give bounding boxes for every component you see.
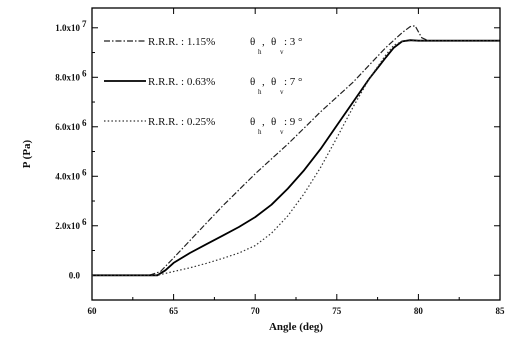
legend-theta-v: θ xyxy=(271,36,276,48)
legend-theta-sub-h: h xyxy=(258,88,262,96)
y-tick-exponent: 6 xyxy=(82,167,87,177)
y-tick-exponent: 7 xyxy=(82,19,87,29)
legend-label-1: R.R.R. : 1.15% xyxy=(148,36,215,48)
x-tick-label: 80 xyxy=(414,306,424,316)
series-line-2 xyxy=(92,39,500,277)
legend-theta-sub-v: v xyxy=(280,128,284,136)
x-axis-title: Angle (deg) xyxy=(269,321,323,333)
legend-theta-value-2: : 7 ° xyxy=(284,76,302,88)
y-tick-label: 1.0x10 xyxy=(55,23,80,33)
y-tick-label: 2.0x10 xyxy=(55,221,80,231)
x-tick-label: 75 xyxy=(332,306,342,316)
legend-theta-value-3: : 9 ° xyxy=(284,116,302,128)
legend-theta-sep: , xyxy=(262,36,265,48)
legend-theta-sep: , xyxy=(262,76,265,88)
x-tick-label: 65 xyxy=(169,306,179,316)
series-line-3 xyxy=(92,40,500,276)
legend-theta-h: θ xyxy=(250,36,255,48)
legend-theta-v: θ xyxy=(271,116,276,128)
y-tick-label: 4.0x10 xyxy=(55,171,80,181)
x-tick-label: 70 xyxy=(251,306,261,316)
series-line-1 xyxy=(92,25,500,276)
legend-theta-sub-h: h xyxy=(258,48,262,56)
legend-theta-h: θ xyxy=(250,116,255,128)
y-tick-label: 8.0x10 xyxy=(55,72,80,82)
legend-label-2: R.R.R. : 0.63% xyxy=(148,76,215,88)
legend-theta-v: θ xyxy=(271,76,276,88)
x-tick-label: 60 xyxy=(88,306,98,316)
y-tick-label: 0.0 xyxy=(69,270,81,280)
y-tick-label: 6.0x10 xyxy=(55,122,80,132)
legend-theta-value-1: : 3 ° xyxy=(284,36,302,48)
y-tick-exponent: 6 xyxy=(82,68,87,78)
legend-theta-sep: , xyxy=(262,116,265,128)
legend-theta-sub-v: v xyxy=(280,48,284,56)
plot-layer: 60 65 70 75 80 850.02.0x10 64.0x10 66.0x10 68.0x… xyxy=(21,7,506,333)
plot-frame xyxy=(91,7,501,301)
legend-theta-sub-h: h xyxy=(258,128,262,136)
x-tick-label: 85 xyxy=(496,306,506,316)
y-tick-exponent: 6 xyxy=(82,118,87,128)
y-axis-title: P (Pa) xyxy=(21,139,33,168)
legend-label-3: R.R.R. : 0.25% xyxy=(148,116,215,128)
legend-theta-h: θ xyxy=(250,76,255,88)
legend-theta-sub-v: v xyxy=(280,88,284,96)
y-tick-exponent: 6 xyxy=(82,217,87,227)
